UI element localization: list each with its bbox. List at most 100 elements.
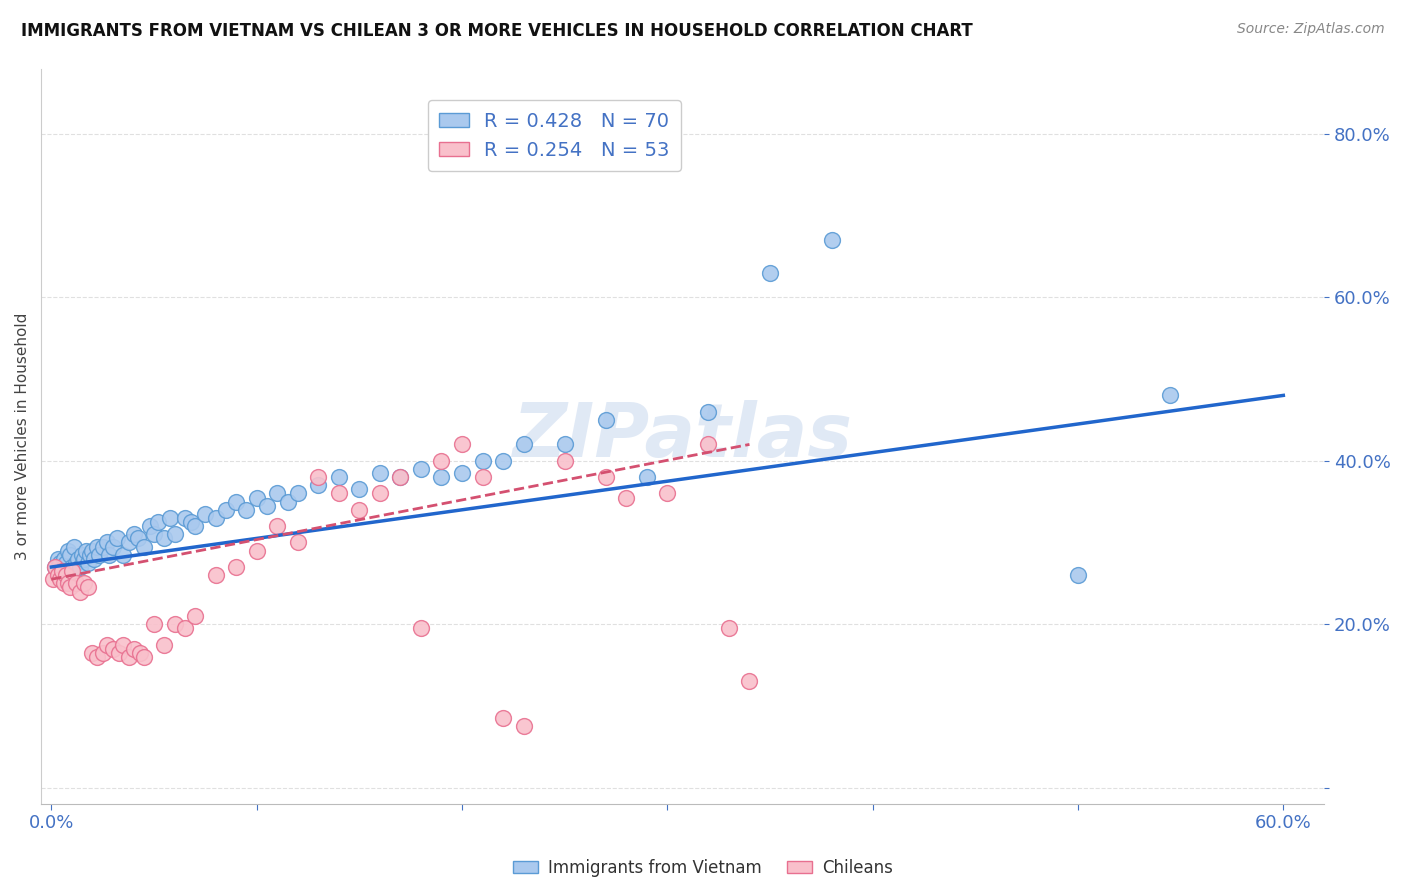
- Point: [204, 568, 226, 582]
- Y-axis label: 3 or more Vehicles in Household: 3 or more Vehicles in Household: [15, 312, 30, 560]
- Point: [276, 494, 298, 508]
- Point: [153, 532, 176, 546]
- Point: [184, 519, 207, 533]
- Point: [595, 413, 617, 427]
- Point: [180, 515, 202, 529]
- Point: [143, 617, 166, 632]
- Point: [127, 532, 149, 546]
- Point: [91, 540, 114, 554]
- Point: [512, 719, 534, 733]
- Point: [409, 621, 432, 635]
- Point: [184, 609, 207, 624]
- Point: [44, 560, 66, 574]
- Point: [105, 532, 128, 546]
- Point: [717, 621, 740, 635]
- Point: [697, 437, 720, 451]
- Point: [77, 581, 100, 595]
- Point: [60, 560, 83, 574]
- Point: [636, 470, 658, 484]
- Point: [368, 486, 391, 500]
- Point: [67, 551, 90, 566]
- Point: [118, 649, 141, 664]
- Point: [101, 641, 124, 656]
- Point: [51, 564, 73, 578]
- Point: [91, 646, 114, 660]
- Point: [389, 470, 412, 484]
- Point: [139, 519, 162, 533]
- Point: [430, 470, 453, 484]
- Point: [595, 470, 617, 484]
- Point: [173, 511, 195, 525]
- Point: [554, 437, 576, 451]
- Point: [471, 454, 494, 468]
- Point: [128, 646, 150, 660]
- Point: [215, 503, 238, 517]
- Point: [349, 503, 371, 517]
- Point: [409, 462, 432, 476]
- Point: [153, 638, 176, 652]
- Point: [122, 527, 145, 541]
- Text: Source: ZipAtlas.com: Source: ZipAtlas.com: [1237, 22, 1385, 37]
- Point: [389, 470, 412, 484]
- Point: [159, 511, 181, 525]
- Point: [697, 405, 720, 419]
- Point: [122, 641, 145, 656]
- Point: [430, 454, 453, 468]
- Point: [65, 576, 87, 591]
- Point: [87, 548, 110, 562]
- Point: [118, 535, 141, 549]
- Text: IMMIGRANTS FROM VIETNAM VS CHILEAN 3 OR MORE VEHICLES IN HOUSEHOLD CORRELATION C: IMMIGRANTS FROM VIETNAM VS CHILEAN 3 OR …: [21, 22, 973, 40]
- Point: [42, 572, 65, 586]
- Point: [83, 551, 105, 566]
- Point: [63, 540, 86, 554]
- Point: [51, 564, 73, 578]
- Point: [471, 470, 494, 484]
- Point: [256, 499, 278, 513]
- Point: [86, 540, 108, 554]
- Point: [225, 494, 247, 508]
- Point: [52, 576, 75, 591]
- Point: [48, 556, 70, 570]
- Point: [112, 638, 135, 652]
- Point: [1159, 388, 1181, 402]
- Point: [492, 711, 515, 725]
- Point: [492, 454, 515, 468]
- Point: [97, 548, 120, 562]
- Point: [96, 535, 118, 549]
- Point: [194, 507, 217, 521]
- Point: [77, 556, 100, 570]
- Point: [73, 576, 96, 591]
- Point: [75, 543, 97, 558]
- Point: [69, 560, 91, 574]
- Point: [328, 486, 350, 500]
- Point: [108, 646, 131, 660]
- Point: [44, 560, 66, 574]
- Point: [70, 548, 93, 562]
- Point: [512, 437, 534, 451]
- Legend: Immigrants from Vietnam, Chileans: Immigrants from Vietnam, Chileans: [506, 853, 900, 884]
- Point: [59, 548, 82, 562]
- Point: [69, 584, 91, 599]
- Point: [55, 568, 77, 582]
- Point: [46, 568, 69, 582]
- Point: [60, 564, 83, 578]
- Point: [287, 486, 309, 500]
- Text: ZIPatlas: ZIPatlas: [513, 400, 853, 473]
- Point: [146, 515, 169, 529]
- Point: [307, 470, 329, 484]
- Point: [163, 527, 186, 541]
- Point: [1067, 568, 1090, 582]
- Point: [451, 466, 474, 480]
- Point: [56, 543, 79, 558]
- Point: [451, 437, 474, 451]
- Point: [759, 266, 782, 280]
- Point: [614, 491, 637, 505]
- Point: [52, 551, 75, 566]
- Point: [246, 543, 269, 558]
- Point: [328, 470, 350, 484]
- Point: [163, 617, 186, 632]
- Point: [48, 572, 70, 586]
- Point: [55, 556, 77, 570]
- Point: [820, 233, 842, 247]
- Point: [82, 646, 104, 660]
